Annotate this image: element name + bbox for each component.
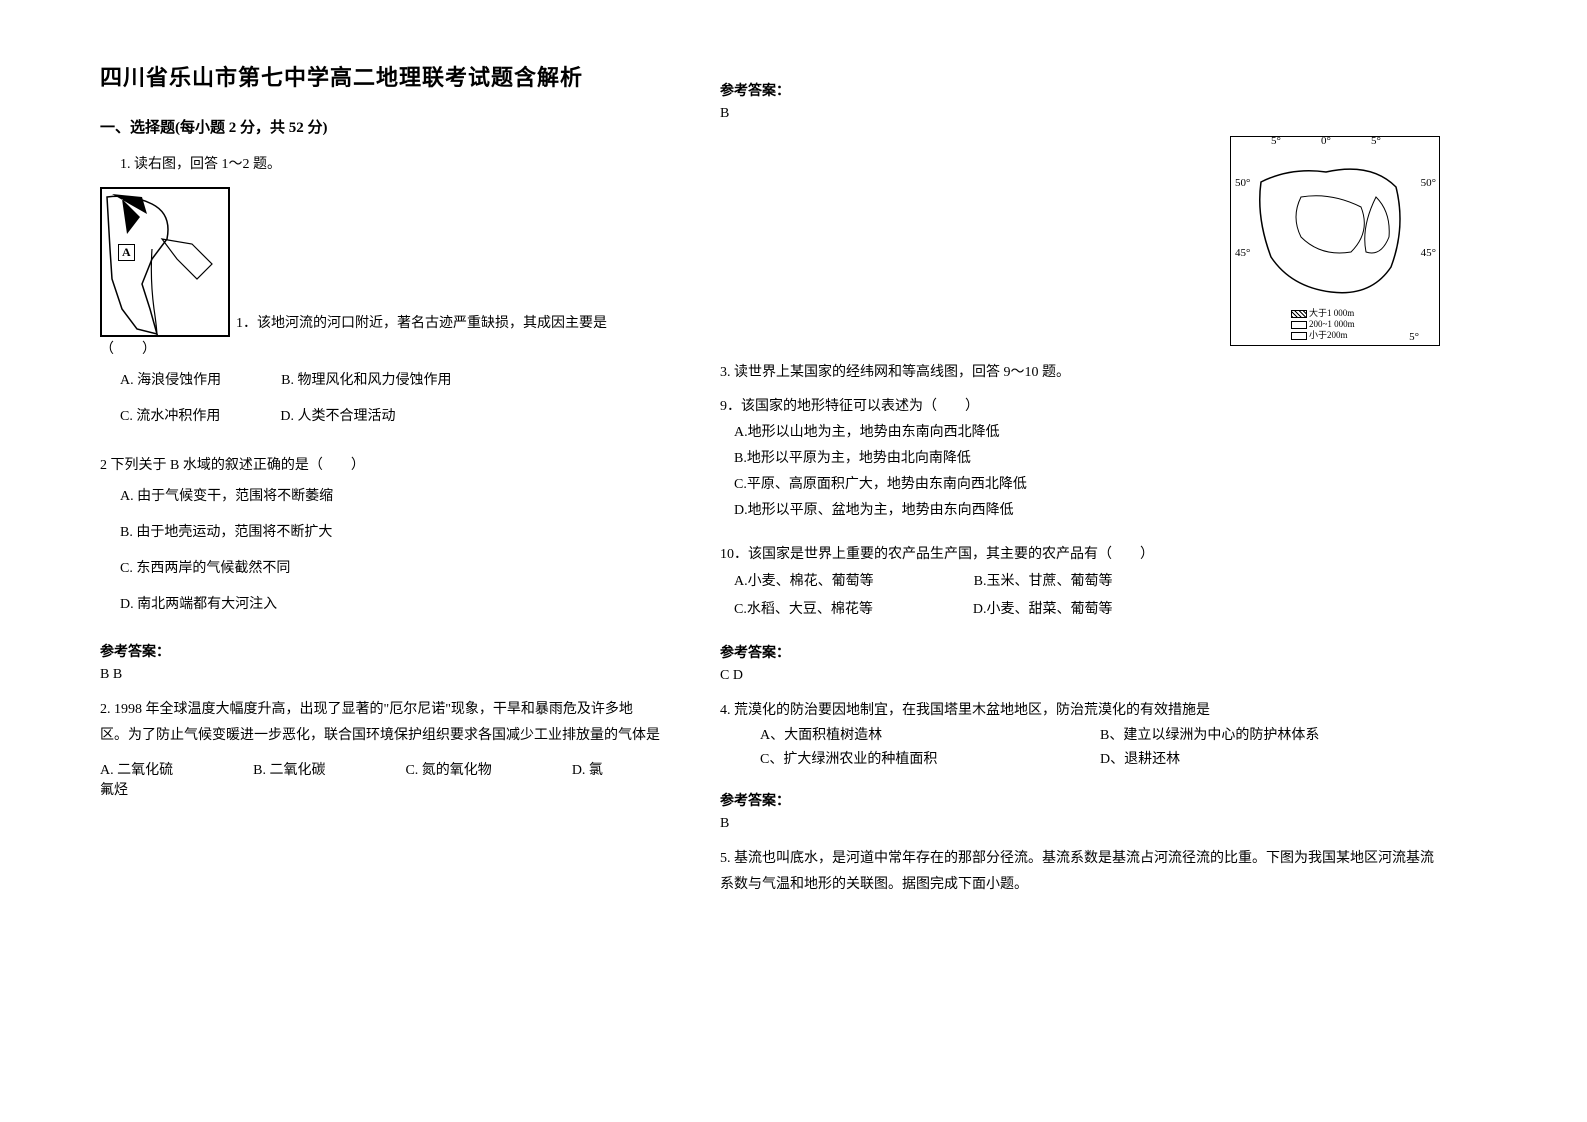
section-header: 一、选择题(每小题 2 分，共 52 分) (100, 116, 660, 137)
page-title: 四川省乐山市第七中学高二地理联考试题含解析 (100, 60, 660, 92)
legend-box-icon (1291, 321, 1307, 329)
q5-block: 5. 基流也叫底水，是河道中常年存在的那部分径流。基流系数是基流占河流径流的比重… (720, 846, 1440, 898)
q3-answer-label: 参考答案： (720, 642, 1440, 662)
q4-opt-c: C、扩大绿洲农业的种植面积 (760, 748, 1100, 772)
q1-opt-b: B. 物理风化和风力侵蚀作用 (281, 363, 451, 399)
q2-opt-d-prefix: D. 氯 (572, 759, 603, 779)
legend-box-icon-2 (1291, 332, 1307, 340)
q10-options: A.小麦、棉花、葡萄等 B.玉米、甘蔗、葡萄等 C.水稻、大豆、棉花等 D.小麦… (734, 568, 1440, 624)
q3-intro: 3. 读世界上某国家的经纬网和等高线图，回答 9～10 题。 (720, 360, 1440, 386)
q4-opt-d: D、退耕还林 (1100, 748, 1180, 772)
q9-block: 9．该国家的地形特征可以表述为（ ） A.地形以山地为主，地势由东南向西北降低 … (720, 394, 1440, 524)
q10-block: 10．该国家是世界上重要的农产品生产国，其主要的农产品有（ ） A.小麦、棉花、… (720, 542, 1440, 624)
q2-opt-d-suffix: 氟烃 (100, 779, 660, 799)
q5-text: 5. 基流也叫底水，是河道中常年存在的那部分径流。基流系数是基流占河流径流的比重… (720, 846, 1440, 898)
q1-intro: 1. 读右图，回答 1～2 题。 (120, 153, 660, 177)
q2-answer: B (720, 106, 1440, 122)
map-image-1: A (100, 187, 230, 337)
q9-opt-d: D.地形以平原、盆地为主，地势由东向西降低 (734, 498, 1440, 524)
q9-opt-b: B.地形以平原为主，地势由北向南降低 (734, 446, 1440, 472)
q2-options: A. 二氧化硫 B. 二氧化碳 C. 氮的氧化物 D. 氯 (100, 759, 660, 779)
q9-opt-c: C.平原、高原面积广大，地势由东南向西北降低 (734, 472, 1440, 498)
q4-block: 4. 荒漠化的防治要因地制宜，在我国塔里木盆地地区，防治荒漠化的有效措施是 A、… (720, 698, 1440, 772)
map-image-2: 5° 0° 5° 50° 45° 50° 45° 5° 大于1 000m 200… (1230, 136, 1440, 346)
q1-blank: （ ） (100, 337, 660, 363)
q1s2-opt-d: D. 南北两端都有大河注入 (120, 587, 660, 623)
q4-answer-label: 参考答案： (720, 790, 1440, 810)
q4-opt-b: B、建立以绿洲为中心的防护林体系 (1100, 724, 1319, 748)
q1-opt-a: A. 海浪侵蚀作用 (120, 363, 221, 399)
q9-text: 9．该国家的地形特征可以表述为（ ） (720, 394, 1440, 420)
q10-opt-c: C.水稻、大豆、棉花等 (734, 596, 873, 624)
q2-block: 2. 1998 年全球温度大幅度升高，出现了显著的"厄尔尼诺"现象，干旱和暴雨危… (100, 697, 660, 799)
q3-answer: C D (720, 668, 1440, 684)
q10-opt-d: D.小麦、甜菜、葡萄等 (973, 596, 1113, 624)
q1-opt-d: D. 人类不合理活动 (280, 399, 395, 435)
map2-legend: 大于1 000m 200~1 000m 小于200m (1291, 308, 1355, 341)
map1-label-a: A (118, 244, 135, 261)
legend-l1: 大于1 000m (1309, 308, 1354, 318)
q1-sub2-options: A. 由于气候变干，范围将不断萎缩 B. 由于地壳运动，范围将不断扩大 C. 东… (120, 479, 660, 623)
q10-opt-a: A.小麦、棉花、葡萄等 (734, 568, 874, 596)
q1-sub1-text: 1．该地河流的河口附近，著名古迹严重缺损，其成因主要是 (236, 311, 607, 337)
q1-sub1-block: A 1．该地河流的河口附近，著名古迹严重缺损，其成因主要是 （ ） A. 海浪侵… (100, 187, 660, 435)
q2-opt-c: C. 氮的氧化物 (405, 759, 491, 779)
q1s2-opt-c: C. 东西两岸的气候截然不同 (120, 551, 660, 587)
q1s2-opt-a: A. 由于气候变干，范围将不断萎缩 (120, 479, 660, 515)
q10-opt-b: B.玉米、甘蔗、葡萄等 (974, 568, 1113, 596)
legend-hatch-icon (1291, 310, 1307, 318)
q4-answer: B (720, 816, 1440, 832)
q1s2-opt-b: B. 由于地壳运动，范围将不断扩大 (120, 515, 660, 551)
q2-text: 2. 1998 年全球温度大幅度升高，出现了显著的"厄尔尼诺"现象，干旱和暴雨危… (100, 697, 660, 749)
q1-answer: B B (100, 667, 660, 683)
q4-options: A、大面积植树造林 B、建立以绿洲为中心的防护林体系 C、扩大绿洲农业的种植面积… (720, 724, 1440, 772)
right-column: 参考答案： B 5° 0° 5° 50° 45° 50° 45° 5° 大于1 … (720, 60, 1440, 916)
q10-text: 10．该国家是世界上重要的农产品生产国，其主要的农产品有（ ） (720, 542, 1440, 568)
q9-opt-a: A.地形以山地为主，地势由东南向西北降低 (734, 420, 1440, 446)
q1-sub2-text: 2 下列关于 B 水域的叙述正确的是（ ） (100, 453, 660, 479)
left-column: 四川省乐山市第七中学高二地理联考试题含解析 一、选择题(每小题 2 分，共 52… (100, 60, 660, 916)
q1-opt-c: C. 流水冲积作用 (120, 399, 220, 435)
q1-answer-label: 参考答案： (100, 641, 660, 661)
q2-opt-b: B. 二氧化碳 (253, 759, 325, 779)
legend-l2: 200~1 000m (1309, 319, 1355, 329)
legend-l3: 小于200m (1309, 330, 1348, 340)
q2-answer-label: 参考答案： (720, 80, 1440, 100)
q4-opt-a: A、大面积植树造林 (760, 724, 1100, 748)
q1-sub2-block: 2 下列关于 B 水域的叙述正确的是（ ） A. 由于气候变干，范围将不断萎缩 … (100, 453, 660, 623)
q1-options: A. 海浪侵蚀作用 B. 物理风化和风力侵蚀作用 C. 流水冲积作用 D. 人类… (120, 363, 660, 435)
q2-opt-a: A. 二氧化硫 (100, 759, 173, 779)
q4-text: 4. 荒漠化的防治要因地制宜，在我国塔里木盆地地区，防治荒漠化的有效措施是 (720, 698, 1440, 724)
